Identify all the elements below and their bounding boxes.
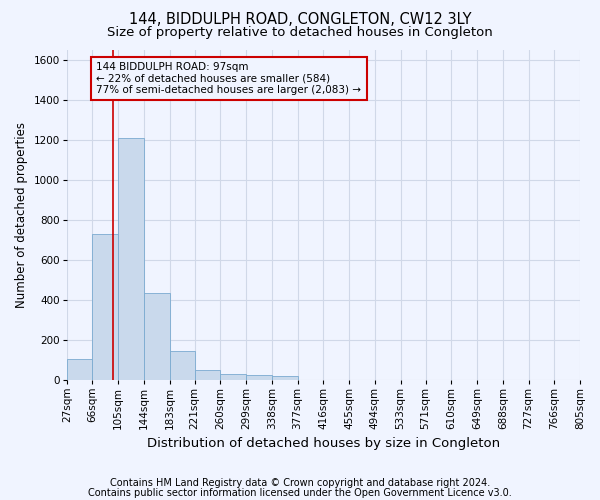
- Text: Contains HM Land Registry data © Crown copyright and database right 2024.: Contains HM Land Registry data © Crown c…: [110, 478, 490, 488]
- Text: Contains public sector information licensed under the Open Government Licence v3: Contains public sector information licen…: [88, 488, 512, 498]
- Bar: [67, 358, 92, 380]
- Bar: [195, 370, 220, 380]
- Bar: [272, 376, 298, 380]
- Bar: [170, 350, 195, 380]
- Text: Size of property relative to detached houses in Congleton: Size of property relative to detached ho…: [107, 26, 493, 39]
- Y-axis label: Number of detached properties: Number of detached properties: [15, 122, 28, 308]
- Bar: [246, 374, 272, 380]
- Bar: [220, 374, 246, 380]
- Text: 144 BIDDULPH ROAD: 97sqm
← 22% of detached houses are smaller (584)
77% of semi-: 144 BIDDULPH ROAD: 97sqm ← 22% of detach…: [97, 62, 361, 95]
- Bar: [92, 234, 118, 380]
- Text: 144, BIDDULPH ROAD, CONGLETON, CW12 3LY: 144, BIDDULPH ROAD, CONGLETON, CW12 3LY: [129, 12, 471, 28]
- Bar: [144, 292, 170, 380]
- X-axis label: Distribution of detached houses by size in Congleton: Distribution of detached houses by size …: [147, 437, 500, 450]
- Bar: [118, 138, 144, 380]
